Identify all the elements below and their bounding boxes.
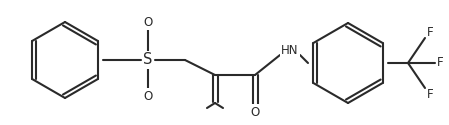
Text: F: F (427, 26, 433, 38)
Text: F: F (427, 88, 433, 101)
Text: S: S (143, 52, 153, 68)
Text: O: O (143, 90, 153, 102)
Text: HN: HN (281, 44, 299, 57)
Text: F: F (437, 56, 443, 70)
Text: O: O (143, 16, 153, 28)
Text: O: O (251, 106, 260, 118)
